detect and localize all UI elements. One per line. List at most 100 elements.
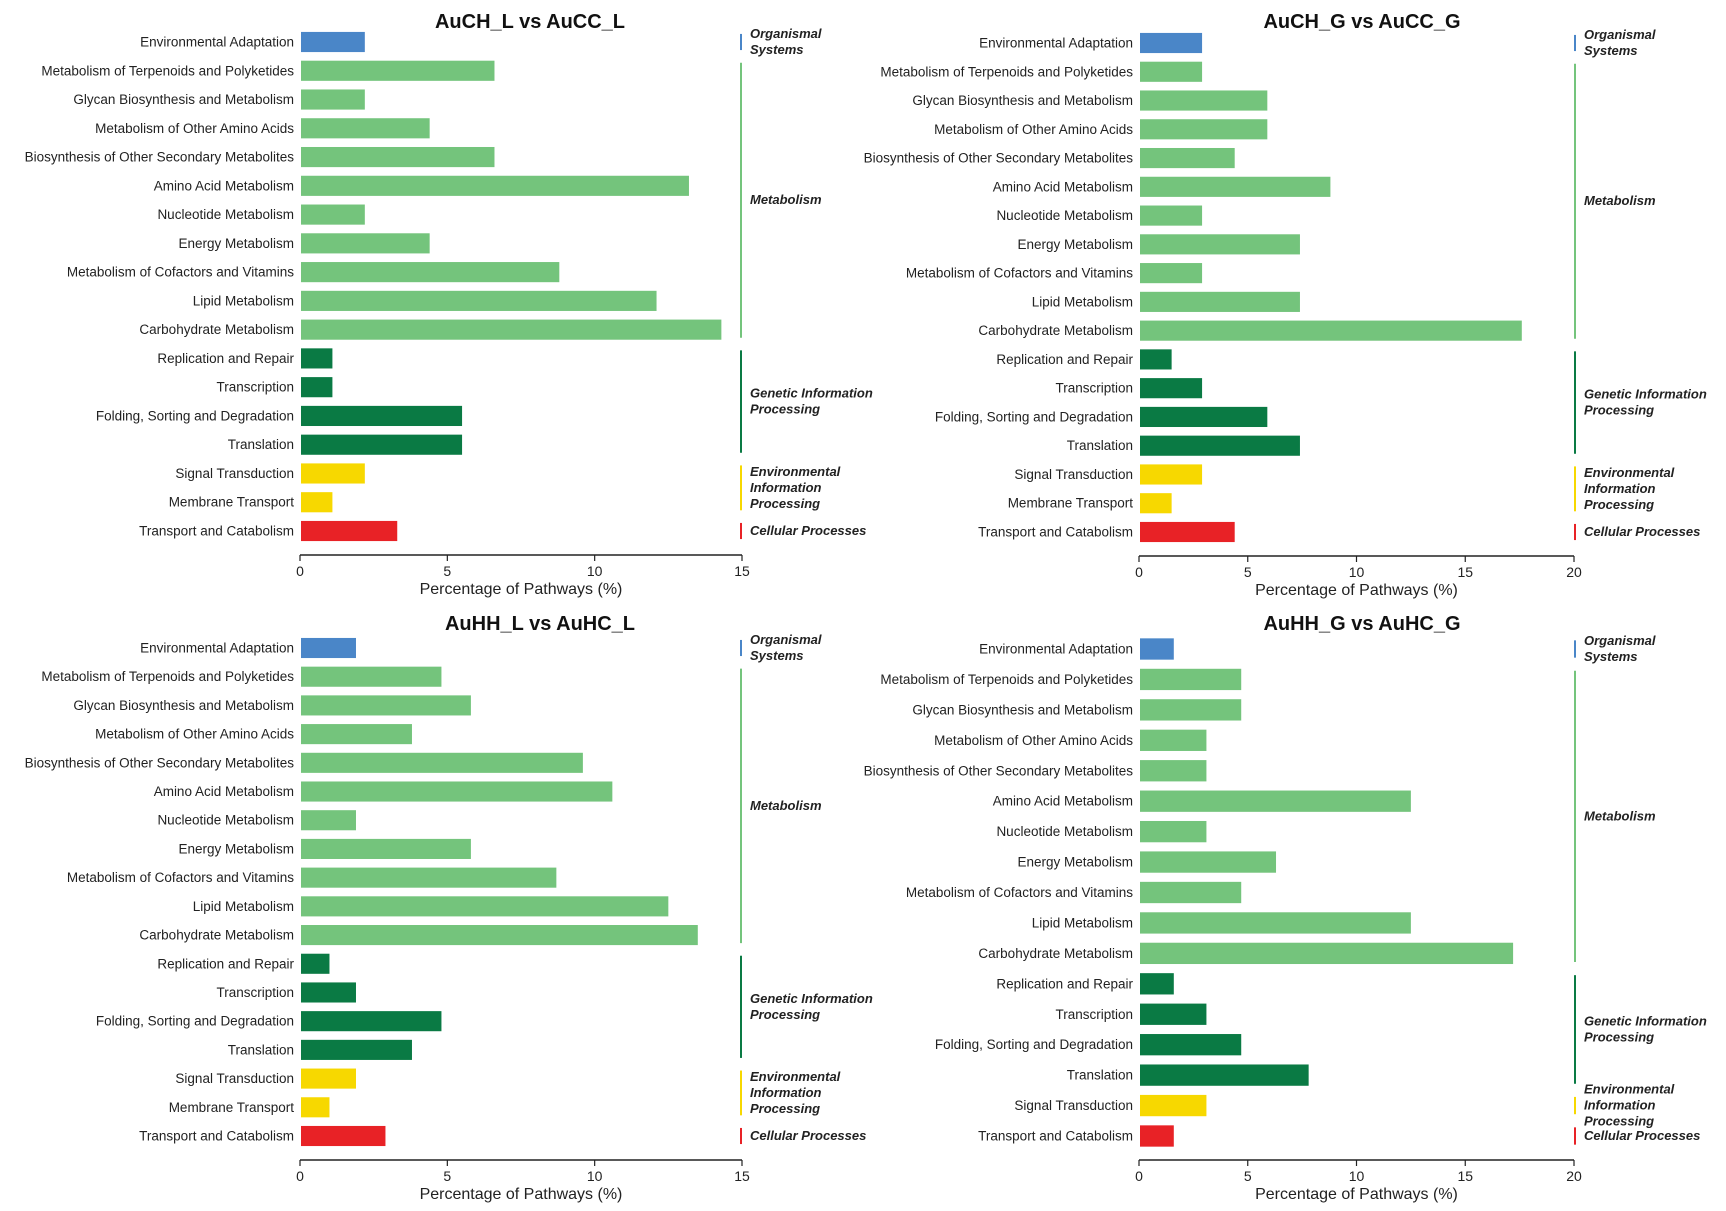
category-label: Amino Acid Metabolism	[154, 178, 294, 193]
group-label-line: Genetic Information	[750, 386, 873, 401]
bar	[1140, 973, 1174, 995]
group-label: Environmental Information Processing	[1584, 1082, 1675, 1129]
category-label: Transcription	[216, 985, 294, 1000]
group-label: Organismal Systems	[750, 26, 822, 57]
bar	[301, 896, 669, 917]
bar	[1140, 668, 1242, 691]
x-tick-label: 5	[443, 563, 451, 579]
category-label: Nucleotide Metabolism	[996, 824, 1133, 839]
group-label: Genetic Information Processing	[750, 991, 873, 1022]
group-label-line: Cellular Processes	[1584, 524, 1700, 539]
x-tick-label: 5	[1244, 1168, 1252, 1184]
bar	[1140, 378, 1203, 399]
category-label: Glycan Biosynthesis and Metabolism	[73, 698, 294, 713]
category-label: Transcription	[1055, 1007, 1133, 1022]
category-label: Transport and Catabolism	[978, 1129, 1133, 1144]
category-label: Environmental Adaptation	[140, 35, 294, 50]
bar	[1140, 820, 1207, 843]
group-label: Metabolism	[750, 798, 822, 813]
category-label: Membrane Transport	[169, 1100, 295, 1115]
category-label: Metabolism of Cofactors and Vitamins	[906, 266, 1133, 281]
bar	[1140, 291, 1300, 312]
category-label: Folding, Sorting and Degradation	[96, 408, 294, 423]
category-label: Transcription	[216, 380, 294, 395]
group-label: Cellular Processes	[750, 523, 866, 538]
category-label: Environmental Adaptation	[140, 641, 294, 656]
bar	[1140, 435, 1300, 456]
group-label-line: Metabolism	[1584, 808, 1656, 823]
bar	[301, 118, 430, 139]
group-label: Environmental Information Processing	[750, 464, 841, 511]
group-label-line: Processing	[1584, 1114, 1654, 1129]
group-label-line: Processing	[750, 496, 820, 511]
group-label-line: Systems	[750, 648, 803, 663]
category-label: Glycan Biosynthesis and Metabolism	[912, 93, 1133, 108]
group-label-line: Cellular Processes	[750, 523, 866, 538]
bar	[1140, 234, 1300, 255]
x-tick-label: 20	[1566, 564, 1582, 580]
bar	[301, 724, 412, 745]
category-label: Glycan Biosynthesis and Metabolism	[73, 92, 294, 107]
category-label: Metabolism of Other Amino Acids	[934, 733, 1133, 748]
group-label: Genetic Information Processing	[1584, 387, 1707, 418]
category-label: Translation	[228, 1042, 294, 1057]
group-label-line: Systems	[750, 42, 803, 57]
group-label-line: Metabolism	[1584, 193, 1656, 208]
category-label: Amino Acid Metabolism	[993, 179, 1133, 194]
category-label: Lipid Metabolism	[1032, 915, 1133, 930]
x-tick-label: 0	[1135, 564, 1143, 580]
chart-title: AuCH_G vs AuCC_G	[1263, 11, 1460, 33]
group-label-line: Information	[750, 480, 822, 495]
category-label: Replication and Repair	[157, 351, 294, 366]
bar	[301, 1097, 330, 1118]
bar	[301, 666, 442, 687]
group-label-line: Information	[750, 1085, 822, 1100]
group-label: Cellular Processes	[1584, 524, 1700, 539]
category-label: Carbohydrate Metabolism	[139, 322, 294, 337]
group-label: Cellular Processes	[750, 1128, 866, 1143]
group-label-line: Information	[1584, 481, 1656, 496]
x-tick-label: 10	[1349, 1168, 1365, 1184]
bar	[301, 463, 365, 484]
bar	[301, 348, 333, 369]
category-label: Nucleotide Metabolism	[157, 207, 294, 222]
bar	[301, 982, 356, 1003]
bar	[1140, 320, 1522, 341]
bar	[1140, 61, 1203, 82]
category-label: Biosynthesis of Other Secondary Metaboli…	[25, 150, 295, 165]
x-tick-label: 0	[1135, 1168, 1143, 1184]
group-label-line: Systems	[1584, 649, 1637, 664]
bar	[301, 867, 557, 888]
category-label: Membrane Transport	[169, 495, 295, 510]
x-tick-label: 10	[587, 1168, 603, 1184]
bar	[1140, 851, 1277, 873]
chart-panel-4: AuHH_G vs AuHC_G Environmental Adaptation…	[864, 613, 1707, 1203]
x-tick-label: 10	[1349, 564, 1365, 580]
category-label: Carbohydrate Metabolism	[978, 323, 1133, 338]
bar	[1140, 881, 1242, 904]
chart-panel-3: AuHH_L vs AuHC_L Environmental Adaptation…	[25, 613, 873, 1203]
category-label: Transport and Catabolism	[139, 1129, 294, 1144]
category-label: Metabolism of Other Amino Acids	[95, 727, 294, 742]
category-label: Lipid Metabolism	[1032, 294, 1133, 309]
category-label: Environmental Adaptation	[979, 642, 1133, 657]
x-tick-label: 15	[1457, 564, 1473, 580]
bar	[1140, 176, 1331, 197]
bar	[1140, 464, 1203, 485]
group-label-line: Processing	[1584, 1029, 1654, 1044]
bar	[301, 953, 330, 974]
category-label: Biosynthesis of Other Secondary Metaboli…	[25, 755, 295, 770]
bar	[1140, 1094, 1207, 1117]
category-label: Replication and Repair	[996, 976, 1133, 991]
group-label: Metabolism	[1584, 193, 1656, 208]
category-label: Environmental Adaptation	[979, 36, 1133, 51]
category-label: Metabolism of Cofactors and Vitamins	[67, 265, 294, 280]
bar	[1140, 1064, 1309, 1086]
category-label: Replication and Repair	[996, 352, 1133, 367]
category-label: Replication and Repair	[157, 956, 294, 971]
bar	[301, 1125, 386, 1147]
category-label: Signal Transduction	[1014, 467, 1133, 482]
bar	[1140, 942, 1514, 965]
group-label-line: Organismal	[1584, 633, 1656, 648]
category-label: Energy Metabolism	[1017, 855, 1133, 870]
